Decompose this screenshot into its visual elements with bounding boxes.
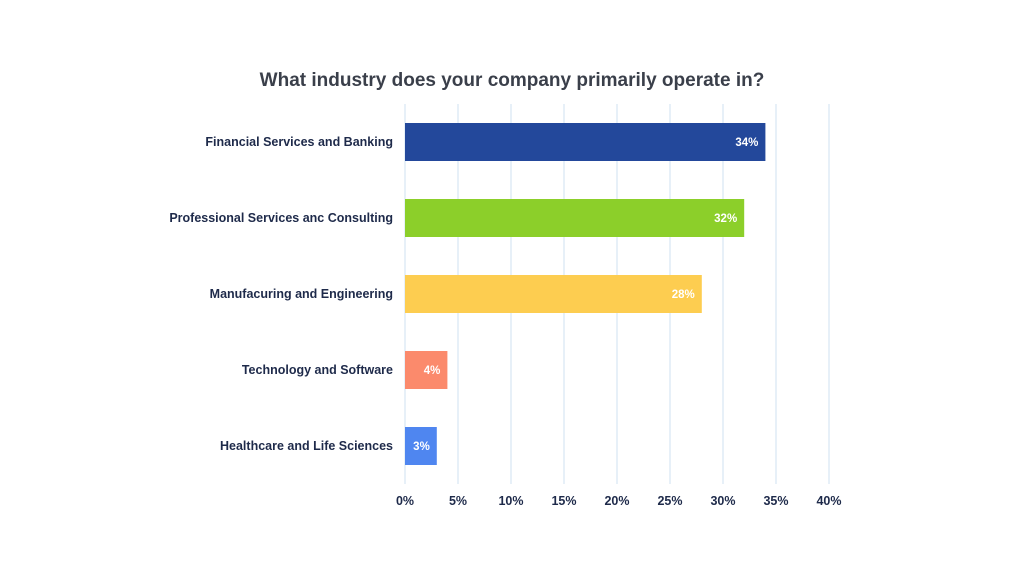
chart-title: What industry does your company primaril… [260,70,765,91]
bar [405,275,702,313]
x-tick-label: 25% [657,494,682,508]
x-tick-label: 30% [710,494,735,508]
category-label: Manufacuring and Engineering [210,287,393,301]
category-label: Professional Services anc Consulting [169,211,393,225]
x-tick-label: 5% [449,494,467,508]
bar [405,199,745,237]
bar-value-label: 3% [413,441,430,453]
category-label: Financial Services and Banking [205,135,393,149]
bar-value-label: 34% [735,137,758,149]
bar-value-label: 32% [714,213,737,225]
category-label: Technology and Software [242,363,393,377]
x-tick-label: 10% [498,494,523,508]
x-tick-label: 40% [816,494,841,508]
x-tick-label: 0% [396,494,414,508]
bar [405,123,766,161]
bar-value-label: 4% [424,365,441,377]
bar-value-label: 28% [672,289,695,301]
category-labels: Financial Services and Banking Profession… [169,135,393,453]
x-axis-ticks: 0% 5% 10% 15% 20% 25% 30% 35% 40% [396,494,842,508]
bars: 34% 32% 28% 4% 3% [405,123,766,465]
category-label: Healthcare and Life Sciences [220,439,393,453]
x-tick-label: 20% [604,494,629,508]
x-tick-label: 35% [763,494,788,508]
x-tick-label: 15% [551,494,576,508]
bar [405,427,437,465]
bar [405,351,448,389]
